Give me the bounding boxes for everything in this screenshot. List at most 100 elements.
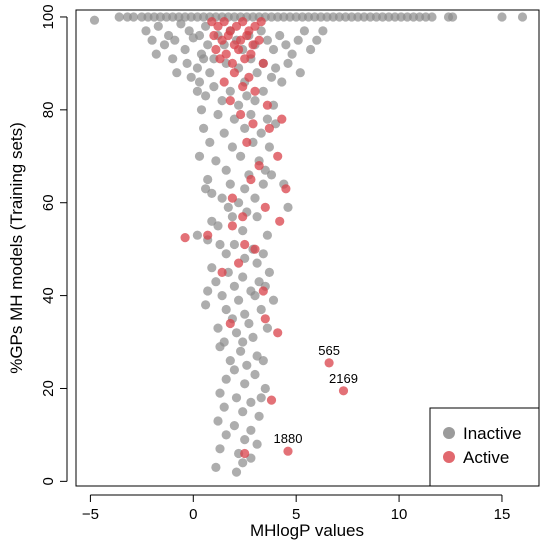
point-inactive [217,291,227,301]
point-inactive [268,44,279,55]
point-inactive [225,356,235,366]
point-inactive [221,249,231,259]
x-tick-label: 0 [189,506,197,523]
point-inactive [217,193,227,203]
point-inactive [227,212,237,222]
point-inactive [262,230,272,240]
point-active [240,239,250,250]
point-inactive [211,462,221,472]
point-active [258,58,268,68]
point-inactive [306,44,316,55]
point-inactive [231,393,242,403]
point-inactive [186,72,196,82]
point-inactive [258,356,268,366]
point-inactive [170,35,180,45]
point-inactive [318,26,328,36]
point-active [219,77,229,87]
point-active [238,82,248,92]
annotation-label: 565 [318,343,340,358]
point-inactive [517,12,528,22]
point-inactive [250,369,260,380]
point-inactive [244,318,254,329]
annotations-layer: 565 2169 1880 [274,343,358,446]
point-active [281,184,291,194]
point-inactive [312,35,322,45]
point-inactive [196,105,207,115]
point-active [277,114,287,124]
point-inactive [227,142,237,152]
point-inactive [188,33,198,43]
point-active [227,58,237,68]
point-inactive [231,467,242,477]
point-inactive [215,239,225,250]
point-inactive [246,397,256,407]
point-inactive [153,21,163,31]
point-active [264,123,274,133]
point-inactive [199,54,209,64]
legend-marker-inactive [443,427,455,439]
point-active [266,395,277,405]
point-inactive [203,174,213,185]
point-active [234,44,244,55]
point-inactive [299,26,309,36]
point-active [238,17,248,27]
point-inactive [221,374,231,384]
point-inactive [240,379,250,389]
point-active [209,30,219,41]
point-inactive [258,179,268,189]
point-active [246,174,256,185]
point-inactive [240,184,250,194]
y-tick-label: 0 [40,477,57,485]
point-inactive [252,68,262,78]
point-inactive [199,123,209,133]
point-inactive [159,40,170,50]
point-inactive [215,388,225,398]
point-inactive [281,40,291,50]
point-inactive [236,346,246,356]
point-inactive [231,328,242,338]
point-inactive [192,86,202,96]
point-active [203,230,213,240]
y-tick-label: 80 [40,102,57,119]
point-inactive [240,435,250,445]
point-inactive [192,230,202,240]
x-tick-label: 15 [494,506,511,523]
point-inactive [250,96,260,106]
point-active [254,161,264,171]
point-active [242,30,252,41]
point-active [248,119,258,129]
point-inactive [238,458,248,468]
point-inactive [262,35,272,45]
point-inactive [192,63,202,73]
point-active [262,100,272,110]
point-inactive [262,114,272,124]
point-inactive [229,281,239,291]
point-inactive [254,411,264,421]
point-inactive [295,68,305,78]
point-inactive [213,416,223,426]
point-inactive [211,277,221,287]
annotation-label: 1880 [274,431,303,446]
legend: Inactive Active [429,407,540,487]
point-inactive [211,156,221,166]
point-inactive [250,291,260,301]
point-inactive [266,72,277,82]
point-inactive [238,226,248,236]
point-inactive [234,295,244,305]
point-inactive [201,91,211,101]
point-inactive [256,128,266,138]
point-inactive [203,286,213,296]
legend-marker-active [443,451,455,463]
point-active [234,258,244,268]
x-axis-title: MHlogP values [250,521,364,540]
legend-label-inactive: Inactive [463,424,522,443]
point-inactive [250,193,260,203]
point-inactive [205,137,215,147]
point-inactive [229,421,239,431]
point-inactive [201,300,211,310]
point-inactive [194,77,205,87]
point-active [180,233,190,243]
point-inactive [182,58,192,68]
point-active [260,202,270,212]
point-active [283,446,293,456]
